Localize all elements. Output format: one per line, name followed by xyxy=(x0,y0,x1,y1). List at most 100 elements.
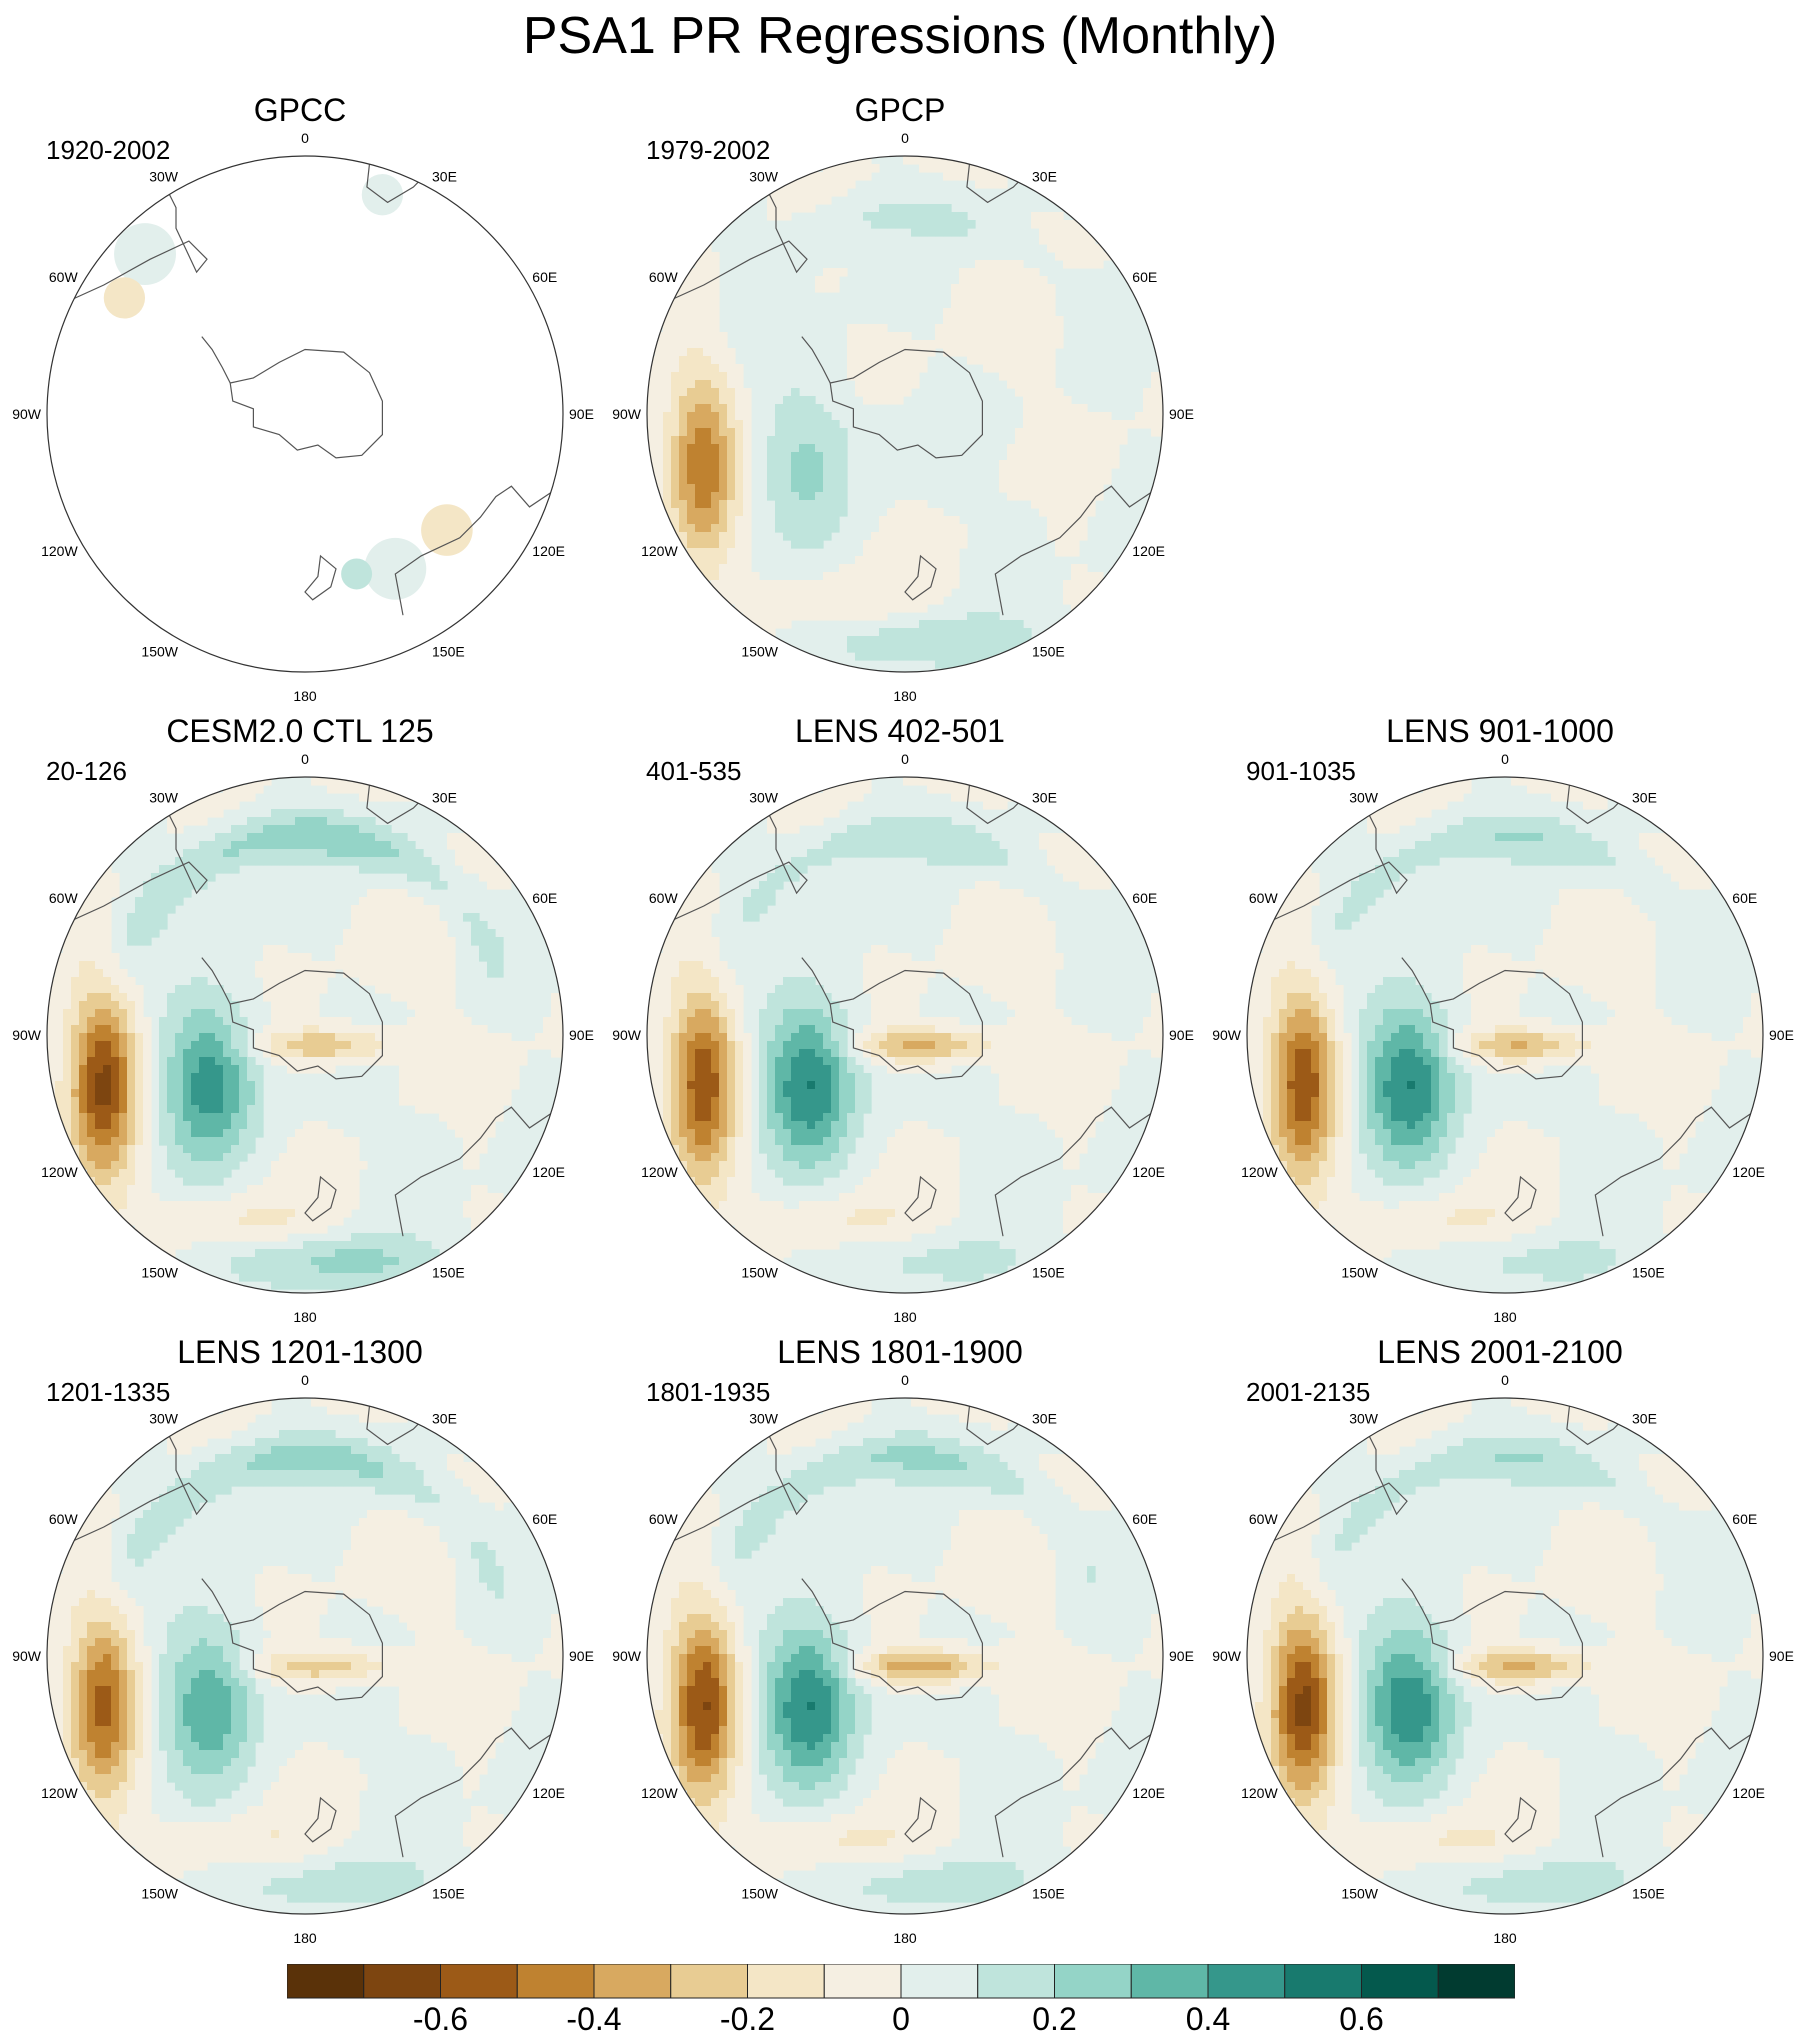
contour-cell xyxy=(239,825,248,834)
contour-cell xyxy=(991,801,1000,810)
longitude-label: 0 xyxy=(301,130,309,146)
contour-cell xyxy=(823,1033,832,1042)
contour-cell xyxy=(1063,1017,1072,1026)
contour-cell xyxy=(1039,1049,1048,1058)
contour-cell xyxy=(727,1025,736,1034)
contour-cell xyxy=(703,945,712,954)
contour-cell xyxy=(647,412,656,421)
contour-cell xyxy=(663,985,672,994)
contour-cell xyxy=(287,1257,296,1266)
contour-cell xyxy=(287,1065,296,1074)
contour-cell xyxy=(95,1145,104,1154)
contour-cell xyxy=(1047,1025,1056,1034)
contour-cell xyxy=(839,172,848,181)
contour-cell xyxy=(71,1017,80,1026)
contour-cell xyxy=(79,1065,88,1074)
contour-cell xyxy=(1047,1017,1056,1026)
contour-cell xyxy=(1151,380,1160,389)
contour-cell xyxy=(823,809,832,818)
contour-cell xyxy=(55,1065,64,1074)
contour-cell xyxy=(143,1201,152,1210)
contour-cell xyxy=(1071,524,1080,533)
contour-cell xyxy=(1047,532,1056,541)
land-patch xyxy=(103,277,146,319)
contour-cell xyxy=(199,1097,208,1106)
contour-cell xyxy=(871,945,880,954)
contour-cell xyxy=(1047,1057,1056,1066)
coastline xyxy=(201,957,231,1005)
contour-cell xyxy=(375,937,384,946)
contour-cell xyxy=(487,881,496,890)
contour-cell xyxy=(215,985,224,994)
contour-cell xyxy=(783,1065,792,1074)
contour-cell xyxy=(951,228,960,237)
contour-cell xyxy=(215,1233,224,1242)
contour-cell xyxy=(1039,921,1048,930)
contour-cell xyxy=(1023,937,1032,946)
contour-cell xyxy=(399,897,408,906)
contour-cell xyxy=(471,1153,480,1162)
contour-cell xyxy=(359,1281,368,1290)
contour-cell xyxy=(759,905,768,914)
contour-cell xyxy=(687,1065,696,1074)
contour-cell xyxy=(191,1065,200,1074)
contour-cell xyxy=(847,1129,856,1138)
contour-cell xyxy=(703,572,712,581)
contour-cell xyxy=(863,572,872,581)
contour-cell xyxy=(1079,244,1088,253)
contour-cell xyxy=(655,356,664,365)
contour-cell xyxy=(159,881,168,890)
contour-cell xyxy=(215,1137,224,1146)
contour-cell xyxy=(959,945,968,954)
contour-cell xyxy=(951,524,960,533)
contour-cell xyxy=(479,1201,488,1210)
contour-cell xyxy=(999,372,1008,381)
contour-cell xyxy=(791,809,800,818)
contour-cell xyxy=(943,524,952,533)
contour-cell xyxy=(335,1201,344,1210)
contour-cell xyxy=(679,372,688,381)
contour-cell xyxy=(991,905,1000,914)
contour-cell xyxy=(1039,913,1048,922)
contour-cell xyxy=(311,1049,320,1058)
contour-cell xyxy=(119,1049,128,1058)
contour-cell xyxy=(663,428,672,437)
contour-cell xyxy=(791,1009,800,1018)
coastline xyxy=(229,348,383,459)
contour-cell xyxy=(671,316,680,325)
contour-cell xyxy=(719,524,728,533)
contour-cell xyxy=(1071,428,1080,437)
contour-cell xyxy=(279,809,288,818)
contour-cell xyxy=(911,572,920,581)
contour-cell xyxy=(351,1249,360,1258)
contour-cell xyxy=(327,1049,336,1058)
contour-cell xyxy=(687,500,696,509)
contour-cell xyxy=(1007,316,1016,325)
contour-cell xyxy=(175,1025,184,1034)
contour-cell xyxy=(823,1073,832,1082)
contour-cell xyxy=(943,532,952,541)
contour-cell xyxy=(343,1241,352,1250)
contour-cell xyxy=(1055,1041,1064,1050)
contour-cell xyxy=(271,1009,280,1018)
contour-cell xyxy=(407,1033,416,1042)
contour-cell xyxy=(975,929,984,938)
contour-cell xyxy=(951,849,960,858)
contour-cell xyxy=(1031,905,1040,914)
contour-cell xyxy=(199,1121,208,1130)
contour-cell xyxy=(983,636,992,645)
contour-cell xyxy=(687,1113,696,1122)
contour-cell xyxy=(143,1073,152,1082)
contour-cell xyxy=(959,889,968,898)
contour-cell xyxy=(839,1025,848,1034)
contour-cell xyxy=(175,1097,184,1106)
contour-cell xyxy=(71,1089,80,1098)
contour-cell xyxy=(823,1113,832,1122)
contour-cell xyxy=(111,1017,120,1026)
contour-cell xyxy=(199,849,208,858)
contour-cell xyxy=(871,636,880,645)
contour-cell xyxy=(847,636,856,645)
contour-cell xyxy=(671,396,680,405)
contour-cell xyxy=(839,801,848,810)
contour-cell xyxy=(1087,1089,1096,1098)
